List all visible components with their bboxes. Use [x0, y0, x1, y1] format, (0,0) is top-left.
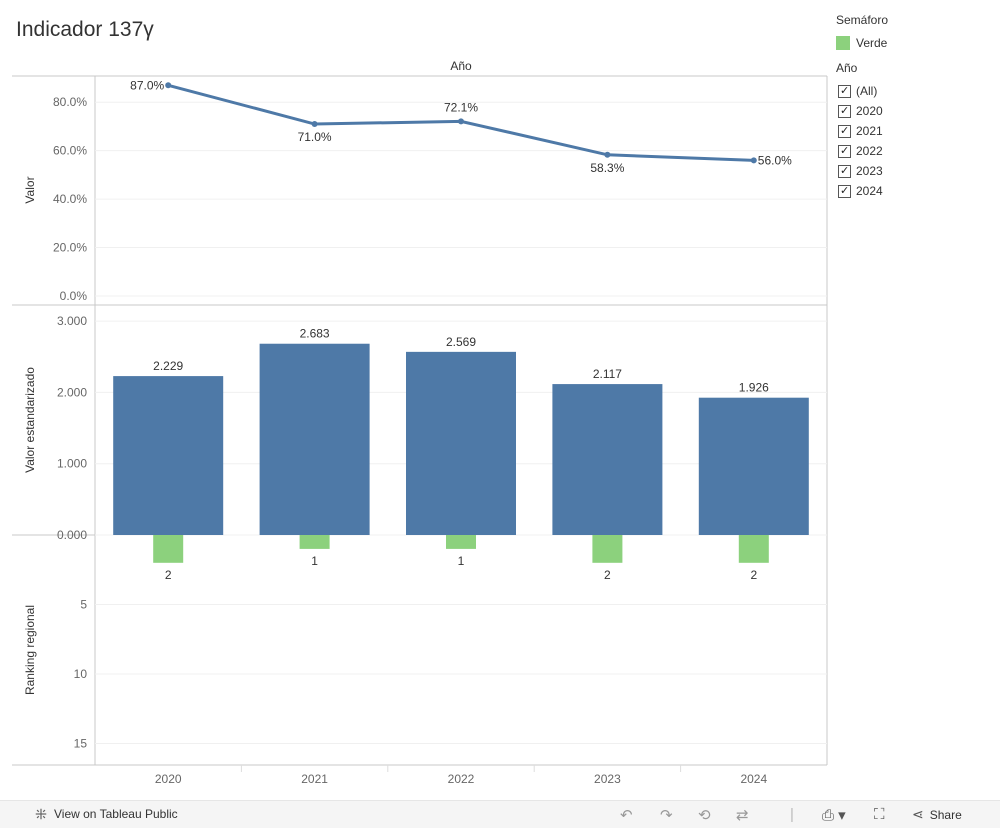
view-on-tableau-link[interactable]: View on Tableau Public — [34, 807, 178, 821]
data-label: 58.3% — [590, 161, 624, 175]
download-icon[interactable]: ⎙ ▾ — [822, 807, 846, 824]
data-label: 72.1% — [444, 100, 478, 114]
y-tick-label: 0.0% — [60, 289, 88, 303]
chart: Año 2020 2021 2022 2023 2024 0.0% 20.0% 40.0% 60.… — [12, 59, 828, 786]
line-point — [750, 157, 757, 164]
bar — [738, 535, 769, 563]
y-tick-label: 0.000 — [57, 528, 87, 542]
y-tick-label: 2.000 — [57, 385, 87, 399]
checkbox-checked[interactable] — [838, 184, 851, 198]
filter-item-label: 2021 — [856, 124, 883, 138]
filter-item-label: 2022 — [856, 144, 883, 158]
filter-item-label: (All) — [856, 84, 878, 98]
bar — [698, 397, 809, 535]
checkbox-checked[interactable] — [838, 84, 851, 98]
filter-item-label: 2020 — [856, 104, 883, 118]
y-tick-label: 3.000 — [57, 314, 87, 328]
data-label: 1 — [311, 554, 318, 568]
legend-item-verde[interactable]: Verde — [836, 33, 888, 53]
checkbox-checked[interactable] — [838, 104, 851, 118]
tableau-logo-icon — [35, 808, 47, 820]
data-label: 2.117 — [593, 367, 622, 381]
share-icon: ⋖ — [912, 806, 924, 822]
y-tick-label: 15 — [74, 737, 88, 751]
filter-item-2022[interactable]: 2022 — [836, 141, 883, 161]
share-button[interactable]: ⋖ Share — [912, 806, 962, 823]
data-label: 2.683 — [300, 327, 330, 341]
undo-icon[interactable]: ↶ — [620, 807, 633, 824]
y-tick-label: 80.0% — [53, 95, 87, 109]
y-axis-label: Valor estandarizado — [23, 367, 37, 473]
page-title: Indicador 137γ — [16, 18, 154, 41]
filter-item-2024[interactable]: 2024 — [836, 181, 883, 201]
y-tick-label: 60.0% — [53, 144, 87, 158]
filter-item-2021[interactable]: 2021 — [836, 121, 883, 141]
x-tick-label: 2022 — [448, 772, 475, 786]
x-tick-label: 2023 — [594, 772, 621, 786]
data-label: 1 — [458, 554, 465, 568]
data-label: 56.0% — [758, 153, 792, 167]
filter-item-all[interactable]: (All) — [836, 81, 883, 101]
y-tick-label: 1.000 — [57, 457, 87, 471]
view-on-tableau-label: View on Tableau Public — [54, 807, 178, 821]
data-label: 71.0% — [298, 130, 332, 144]
line-point — [604, 151, 611, 158]
y-tick-label: 5 — [80, 598, 87, 612]
y-axis-label: Ranking regional — [23, 605, 37, 695]
y-tick-label: 10 — [74, 667, 88, 681]
fullscreen-icon[interactable]: ⛶ — [874, 806, 885, 823]
column-header: Año — [450, 59, 472, 73]
x-tick-label: 2020 — [155, 772, 182, 786]
data-label: 2 — [750, 568, 757, 582]
data-label: 2 — [165, 568, 172, 582]
data-label: 87.0% — [130, 78, 164, 92]
checkbox-checked[interactable] — [838, 164, 851, 178]
data-label: 2 — [604, 568, 611, 582]
y-axis-label: Valor — [23, 176, 37, 203]
bar — [113, 376, 224, 535]
data-label: 2.569 — [446, 335, 476, 349]
data-label: 1.926 — [739, 381, 769, 395]
bar — [552, 384, 663, 535]
filter-item-2023[interactable]: 2023 — [836, 161, 883, 181]
bar — [299, 535, 330, 549]
checkbox-checked[interactable] — [838, 144, 851, 158]
bar — [406, 351, 516, 535]
legend-swatch — [836, 36, 850, 50]
share-label: Share — [929, 807, 962, 822]
bar — [592, 535, 623, 563]
toolbar-divider: | — [790, 806, 794, 823]
legend-ano-title: Año — [836, 61, 858, 75]
refresh-icon[interactable]: ⇄ — [736, 807, 749, 824]
y-tick-label: 20.0% — [53, 241, 87, 255]
revert-icon[interactable]: ⟲ — [698, 807, 711, 824]
x-tick-label: 2024 — [740, 772, 767, 786]
x-tick-label: 2021 — [301, 772, 328, 786]
redo-icon[interactable]: ↷ — [660, 807, 673, 824]
filter-item-label: 2024 — [856, 184, 883, 198]
legend-item-label: Verde — [856, 36, 888, 50]
filter-item-label: 2023 — [856, 164, 883, 178]
line-point — [165, 82, 172, 89]
bar — [259, 343, 370, 535]
line-point — [458, 118, 464, 125]
toolbar: View on Tableau Public ↶ ↷ ⟲ ⇄ | ⎙ ▾ ⛶ ⋖… — [0, 800, 1000, 828]
bar — [446, 535, 476, 549]
y-tick-label: 40.0% — [53, 192, 87, 206]
line-point — [311, 121, 318, 128]
bar — [153, 535, 184, 563]
checkbox-checked[interactable] — [838, 124, 851, 138]
filter-item-2020[interactable]: 2020 — [836, 101, 883, 121]
legend-semaforo-title: Semáforo — [836, 13, 889, 27]
legend-ano: Año (All) 2020 2021 2022 2023 2024 — [836, 61, 883, 201]
data-label: 2.229 — [153, 359, 183, 373]
legend-semaforo: Semáforo Verde — [836, 13, 888, 53]
